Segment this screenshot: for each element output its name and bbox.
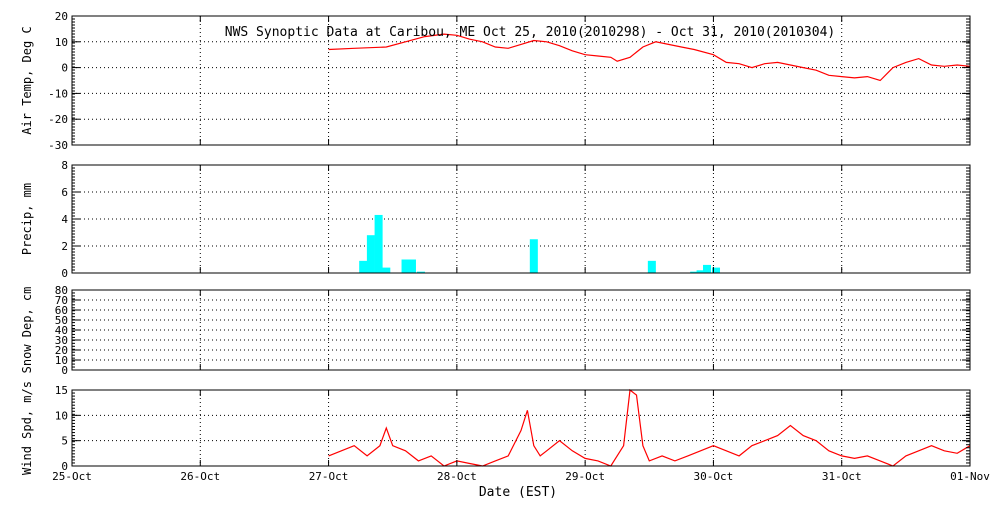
- x-tick-label: 27-Oct: [309, 470, 349, 483]
- precip-bar: [374, 214, 383, 273]
- y-tick-label: 80: [55, 284, 68, 297]
- chart-title: NWS Synoptic Data at Caribou, ME Oct 25,…: [225, 25, 835, 40]
- y-tick-label: 60: [55, 304, 68, 317]
- y-tick-label: 10: [55, 409, 68, 422]
- x-tick-label: 30-Oct: [694, 470, 734, 483]
- data-layer: [328, 33, 971, 467]
- precip-bar: [366, 235, 375, 273]
- y-tick-label: 70: [55, 294, 68, 307]
- y-tick-label: 30: [55, 334, 68, 347]
- y-tick-label: 0: [61, 62, 68, 75]
- x-tick-label: 01-Nov: [950, 470, 990, 483]
- y-tick-label: 4: [61, 213, 68, 226]
- y-tick-label: -30: [48, 139, 68, 152]
- y-axis-label: Air Temp, Deg C: [20, 26, 34, 134]
- y-tick-label: 0: [61, 364, 68, 377]
- precip-bar: [703, 264, 712, 273]
- precip-bar: [416, 271, 425, 273]
- y-tick-label: 8: [61, 159, 68, 172]
- y-tick-label: 10: [55, 354, 68, 367]
- precip-bar: [407, 259, 416, 273]
- y-tick-label: -10: [48, 87, 68, 100]
- y-tick-label: 20: [55, 10, 68, 23]
- grid-layer: [72, 16, 970, 466]
- x-tick-label: 29-Oct: [565, 470, 605, 483]
- precip-bar: [711, 267, 721, 273]
- y-tick-label: 10: [55, 36, 68, 49]
- air-temp-line: [328, 33, 971, 82]
- y-tick-label: 6: [61, 186, 68, 199]
- y-tick-label: 40: [55, 324, 68, 337]
- y-axis-label: Snow Dep, cm: [20, 287, 34, 374]
- x-tick-label: 31-Oct: [822, 470, 862, 483]
- x-tick-label: 28-Oct: [437, 470, 477, 483]
- precip-bar: [359, 260, 368, 273]
- y-tick-label: -20: [48, 113, 68, 126]
- panel-frame: [71, 15, 971, 146]
- y-tick-label: 0: [61, 267, 68, 280]
- precip-bar: [382, 267, 391, 273]
- y-tick-label: 50: [55, 314, 68, 327]
- y-tick-label: 15: [55, 384, 68, 397]
- y-tick-label: 0: [61, 460, 68, 473]
- precip-bar: [647, 260, 656, 273]
- y-axis-label: Precip, mm: [20, 183, 34, 255]
- y-tick-label: 20: [55, 344, 68, 357]
- y-axis-label: Wind Spd, m/s: [20, 381, 34, 475]
- precip-bar: [696, 270, 705, 273]
- x-tick-label: 25-Oct: [52, 470, 92, 483]
- y-tick-label: 5: [61, 435, 68, 448]
- precip-bar: [401, 259, 410, 273]
- y-tick-label: 2: [61, 240, 68, 253]
- x-axis-label: Date (EST): [479, 485, 557, 500]
- precip-bar: [690, 271, 699, 273]
- panel-frame: [71, 389, 971, 467]
- wind-speed-line: [328, 388, 971, 467]
- precip-bar: [529, 239, 538, 273]
- x-tick-label: 26-Oct: [180, 470, 220, 483]
